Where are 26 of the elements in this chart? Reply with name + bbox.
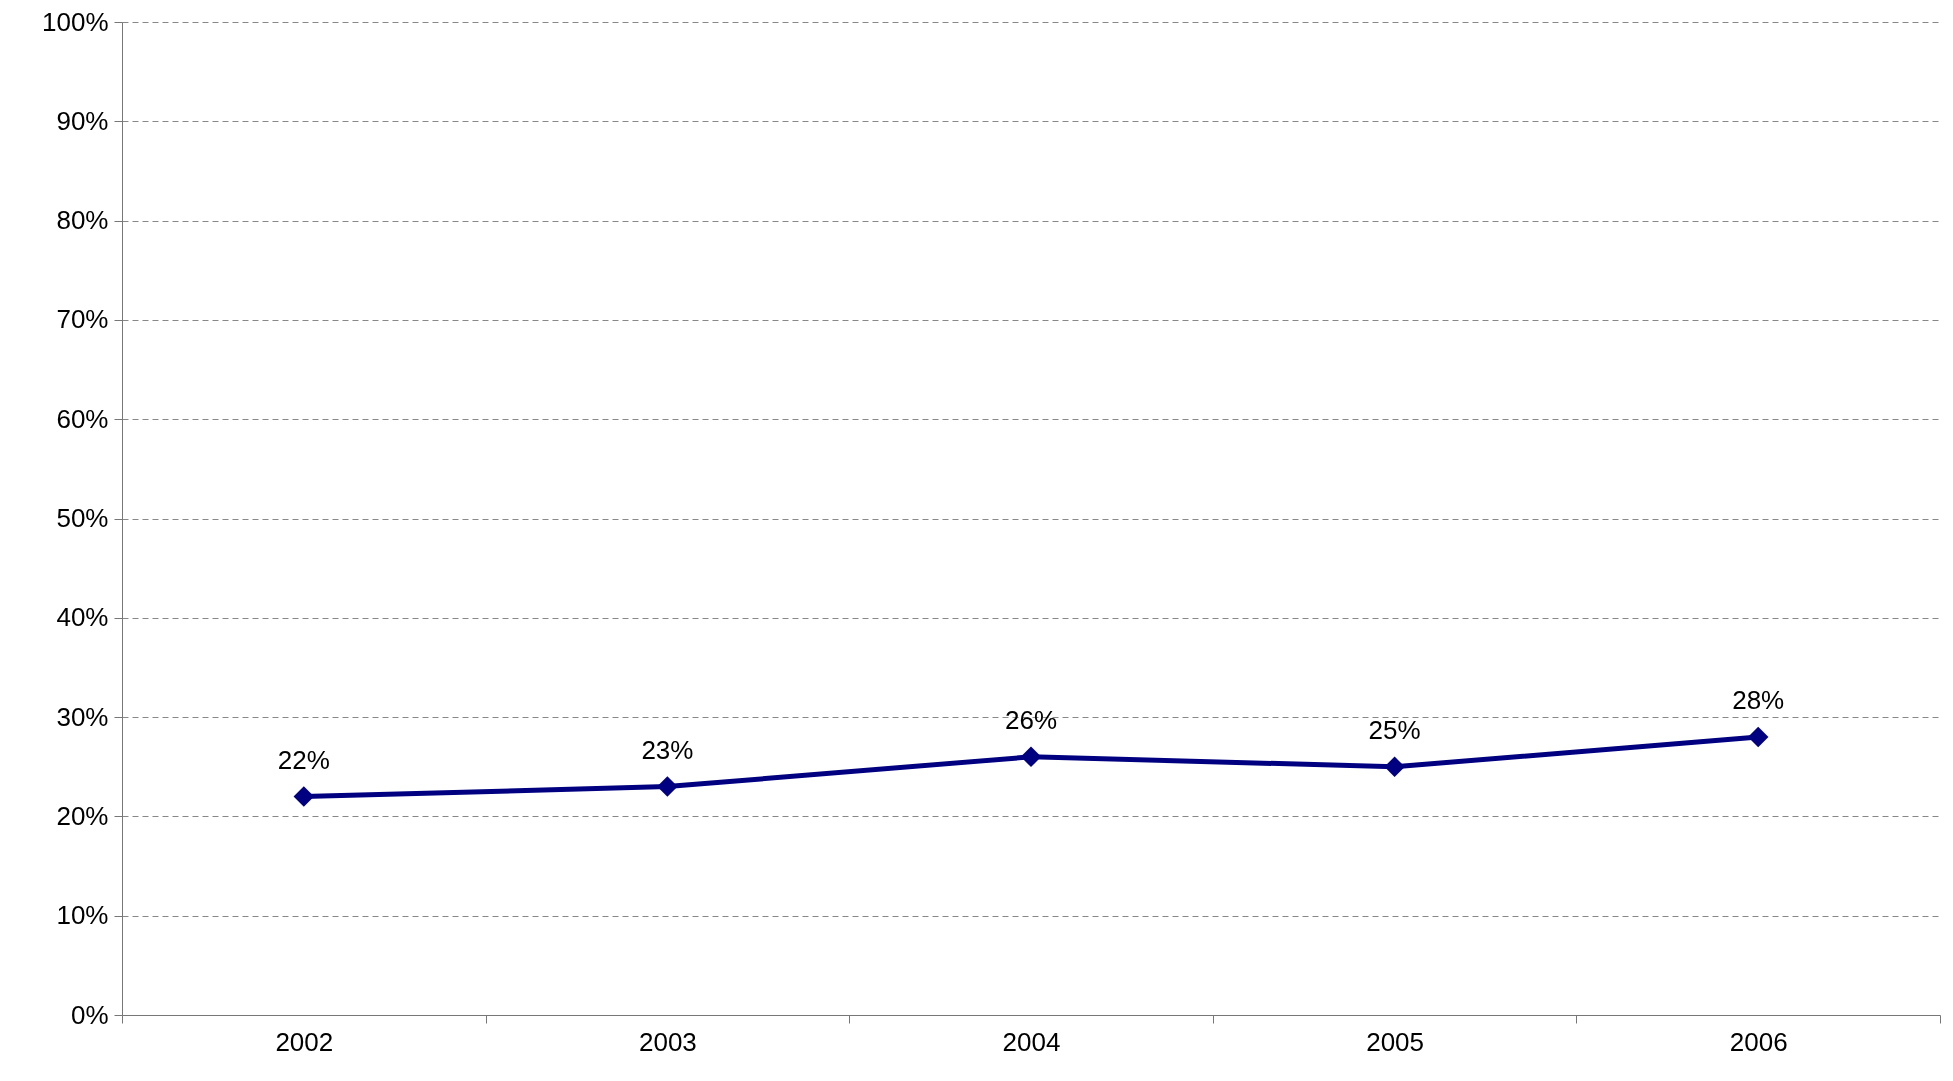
y-tick-label: 60% <box>56 403 109 434</box>
y-tick-label: 90% <box>56 105 109 136</box>
x-tick-label: 2005 <box>1366 1026 1425 1057</box>
point <box>1747 726 1769 748</box>
point <box>657 776 678 797</box>
text: 26% <box>1004 704 1058 735</box>
text: 23% <box>641 734 694 765</box>
y-tick-label: 20% <box>56 800 109 831</box>
point <box>1384 756 1405 777</box>
y-tick-label: 0% <box>70 999 109 1030</box>
text: 25% <box>1368 714 1421 745</box>
y-tick-label: 80% <box>56 205 109 236</box>
x-tick-label: 2006 <box>1729 1026 1788 1057</box>
point <box>293 786 315 807</box>
x-tick-label: 2002 <box>275 1026 334 1057</box>
y-tick-label: 40% <box>56 602 109 633</box>
text: 28% <box>1732 684 1785 715</box>
y-tick-label: 100% <box>42 6 109 37</box>
x-tick-label: 2004 <box>1002 1026 1061 1057</box>
y-tick-label: 10% <box>56 900 109 931</box>
point <box>1020 746 1042 768</box>
y-tick-label: 70% <box>56 304 109 335</box>
y-tick-label: 50% <box>56 503 109 533</box>
y-tick-label: 30% <box>56 701 109 732</box>
x-tick-label: 2003 <box>638 1026 697 1057</box>
text: 22% <box>277 744 330 775</box>
